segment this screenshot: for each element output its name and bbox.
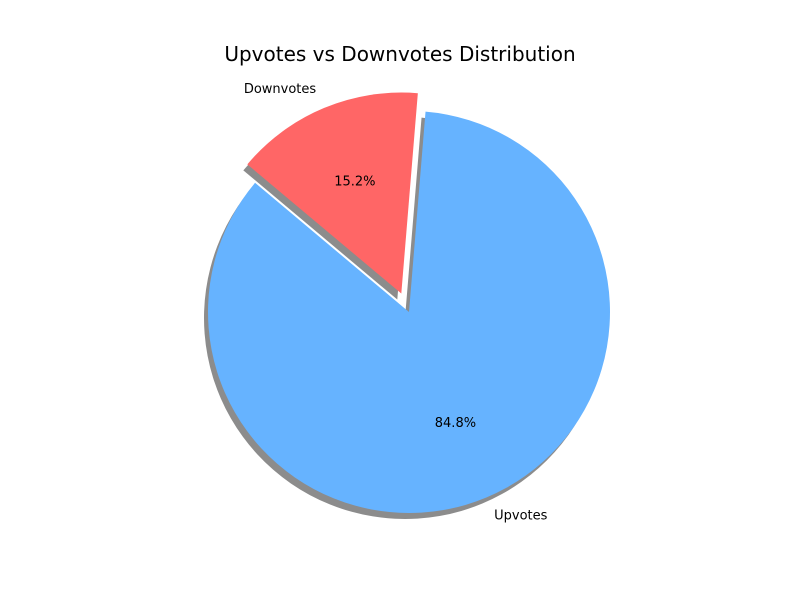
slice-percent-label-downvotes: 15.2%: [334, 175, 375, 190]
pie-slices: [208, 92, 610, 514]
pie-labels: 84.8% Upvotes 15.2% Downvotes: [244, 82, 548, 524]
slice-percent-label-upvotes: 84.8%: [435, 416, 476, 431]
pie-slice-upvotes: [208, 111, 610, 514]
chart-title: Upvotes vs Downvotes Distribution: [224, 42, 576, 66]
pie-slice-downvotes: [247, 92, 418, 294]
slice-name-label-downvotes: Downvotes: [244, 82, 317, 97]
slice-name-label-upvotes: Upvotes: [494, 509, 548, 524]
